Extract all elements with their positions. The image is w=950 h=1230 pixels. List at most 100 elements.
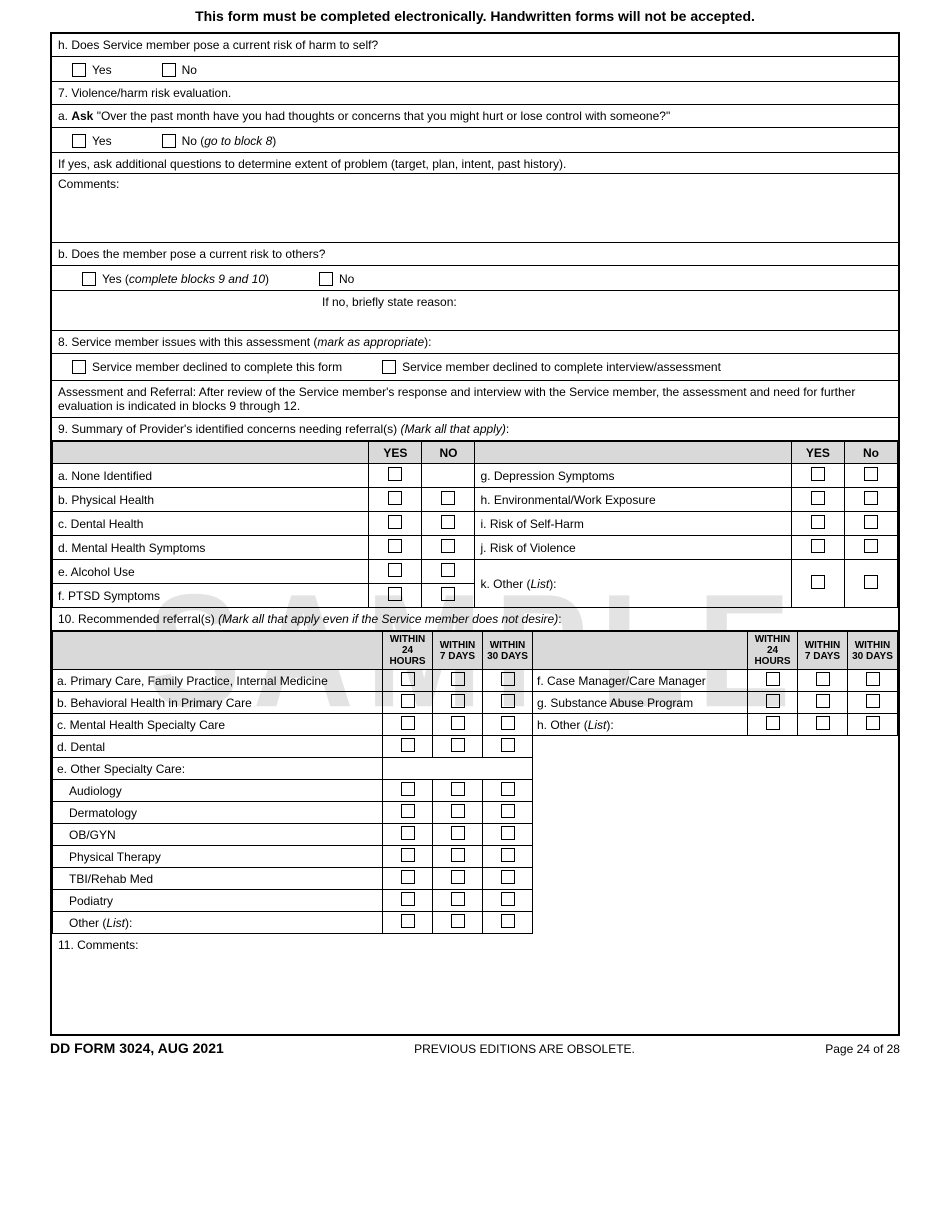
cb-10h-24[interactable] — [766, 716, 780, 730]
q10-derm: Dermatology — [53, 802, 383, 824]
checkbox-9g-yes[interactable] — [811, 467, 825, 481]
label-7a-yes: Yes — [92, 134, 112, 148]
cb-10a-7[interactable] — [451, 672, 465, 686]
checkbox-h-yes[interactable] — [72, 63, 86, 77]
q9-f: f. PTSD Symptoms — [53, 584, 369, 608]
checkbox-9c-no[interactable] — [441, 515, 455, 529]
cb-10h-7[interactable] — [816, 716, 830, 730]
q10-tbi: TBI/Rehab Med — [53, 868, 383, 890]
cb-10f-30[interactable] — [866, 672, 880, 686]
question-h: h. Does Service member pose a current ri… — [52, 34, 898, 57]
q7-comments[interactable]: Comments: — [52, 173, 898, 243]
label-7a-no: No (go to block 8) — [182, 134, 277, 148]
cb-10c-30[interactable] — [501, 716, 515, 730]
checkbox-9k-no[interactable] — [864, 575, 878, 589]
cb-10b-7[interactable] — [451, 694, 465, 708]
question-10-title: 10. Recommended referral(s) (Mark all th… — [52, 608, 898, 631]
question-7-title: 7. Violence/harm risk evaluation. — [52, 82, 898, 105]
header-notice: This form must be completed electronical… — [50, 8, 900, 24]
checkbox-9i-no[interactable] — [864, 515, 878, 529]
q11-comments[interactable]: 11. Comments: — [52, 934, 898, 1034]
cb-derm-24[interactable] — [401, 804, 415, 818]
cb-ob-24[interactable] — [401, 826, 415, 840]
checkbox-9h-no[interactable] — [864, 491, 878, 505]
cb-aud-7[interactable] — [451, 782, 465, 796]
cb-10a-30[interactable] — [501, 672, 515, 686]
checkbox-9e-yes[interactable] — [388, 563, 402, 577]
cb-10g-30[interactable] — [866, 694, 880, 708]
cb-10d-24[interactable] — [401, 738, 415, 752]
cb-aud-30[interactable] — [501, 782, 515, 796]
cb-pt-7[interactable] — [451, 848, 465, 862]
cb-10a-24[interactable] — [401, 672, 415, 686]
cb-10g-24[interactable] — [766, 694, 780, 708]
q10-pt: Physical Therapy — [53, 846, 383, 868]
footer-page: Page 24 of 28 — [825, 1042, 900, 1056]
checkbox-9f-yes[interactable] — [388, 587, 402, 601]
cb-tbi-24[interactable] — [401, 870, 415, 884]
cb-10f-7[interactable] — [816, 672, 830, 686]
q9-a: a. None Identified — [53, 464, 369, 488]
cb-oth-7[interactable] — [451, 914, 465, 928]
cb-10d-30[interactable] — [501, 738, 515, 752]
checkbox-8-opt2[interactable] — [382, 360, 396, 374]
checkbox-7b-no[interactable] — [319, 272, 333, 286]
checkbox-9b-no[interactable] — [441, 491, 455, 505]
checkbox-9b-yes[interactable] — [388, 491, 402, 505]
checkbox-9f-no[interactable] — [441, 587, 455, 601]
cb-tbi-30[interactable] — [501, 870, 515, 884]
cb-ob-7[interactable] — [451, 826, 465, 840]
question-7b: b. Does the member pose a current risk t… — [52, 243, 898, 266]
cb-aud-24[interactable] — [401, 782, 415, 796]
q10-e: e. Other Specialty Care: — [53, 758, 383, 780]
cb-oth-30[interactable] — [501, 914, 515, 928]
cb-10b-30[interactable] — [501, 694, 515, 708]
cb-10c-24[interactable] — [401, 716, 415, 730]
question-8-title: 8. Service member issues with this asses… — [52, 331, 898, 354]
q9-b: b. Physical Health — [53, 488, 369, 512]
question-9-title: 9. Summary of Provider's identified conc… — [52, 418, 898, 441]
cb-ob-30[interactable] — [501, 826, 515, 840]
table-9: YES NO YES No a. None Identified g. Depr… — [52, 441, 898, 608]
checkbox-9j-yes[interactable] — [811, 539, 825, 553]
cb-derm-30[interactable] — [501, 804, 515, 818]
q10-f: f. Case Manager/Care Manager — [533, 670, 748, 692]
checkbox-h-no[interactable] — [162, 63, 176, 77]
cb-10f-24[interactable] — [766, 672, 780, 686]
cb-oth-24[interactable] — [401, 914, 415, 928]
checkbox-9j-no[interactable] — [864, 539, 878, 553]
checkbox-9a-yes[interactable] — [388, 467, 402, 481]
checkbox-9g-no[interactable] — [864, 467, 878, 481]
checkbox-9c-yes[interactable] — [388, 515, 402, 529]
checkbox-7a-yes[interactable] — [72, 134, 86, 148]
cb-pod-24[interactable] — [401, 892, 415, 906]
checkbox-9d-no[interactable] — [441, 539, 455, 553]
cb-10g-7[interactable] — [816, 694, 830, 708]
cb-10b-24[interactable] — [401, 694, 415, 708]
label-h-no: No — [182, 63, 197, 77]
checkbox-9h-yes[interactable] — [811, 491, 825, 505]
cb-pod-30[interactable] — [501, 892, 515, 906]
cb-pt-24[interactable] — [401, 848, 415, 862]
cb-10d-7[interactable] — [451, 738, 465, 752]
cb-10c-7[interactable] — [451, 716, 465, 730]
q9-i: i. Risk of Self-Harm — [475, 512, 791, 536]
checkbox-9k-yes[interactable] — [811, 575, 825, 589]
cb-tbi-7[interactable] — [451, 870, 465, 884]
checkbox-7b-yes[interactable] — [82, 272, 96, 286]
q9-h: h. Environmental/Work Exposure — [475, 488, 791, 512]
q10-g: g. Substance Abuse Program — [533, 692, 748, 714]
cb-pod-7[interactable] — [451, 892, 465, 906]
checkbox-9d-yes[interactable] — [388, 539, 402, 553]
checkbox-9i-yes[interactable] — [811, 515, 825, 529]
q10-a: a. Primary Care, Family Practice, Intern… — [53, 670, 383, 692]
cb-pt-30[interactable] — [501, 848, 515, 862]
cb-10h-30[interactable] — [866, 716, 880, 730]
checkbox-8-opt1[interactable] — [72, 360, 86, 374]
checkbox-7a-no[interactable] — [162, 134, 176, 148]
q7b-reason[interactable]: If no, briefly state reason: — [52, 291, 898, 331]
footer-center: PREVIOUS EDITIONS ARE OBSOLETE. — [414, 1042, 635, 1056]
footer-form-id: DD FORM 3024, AUG 2021 — [50, 1040, 224, 1056]
checkbox-9e-no[interactable] — [441, 563, 455, 577]
cb-derm-7[interactable] — [451, 804, 465, 818]
